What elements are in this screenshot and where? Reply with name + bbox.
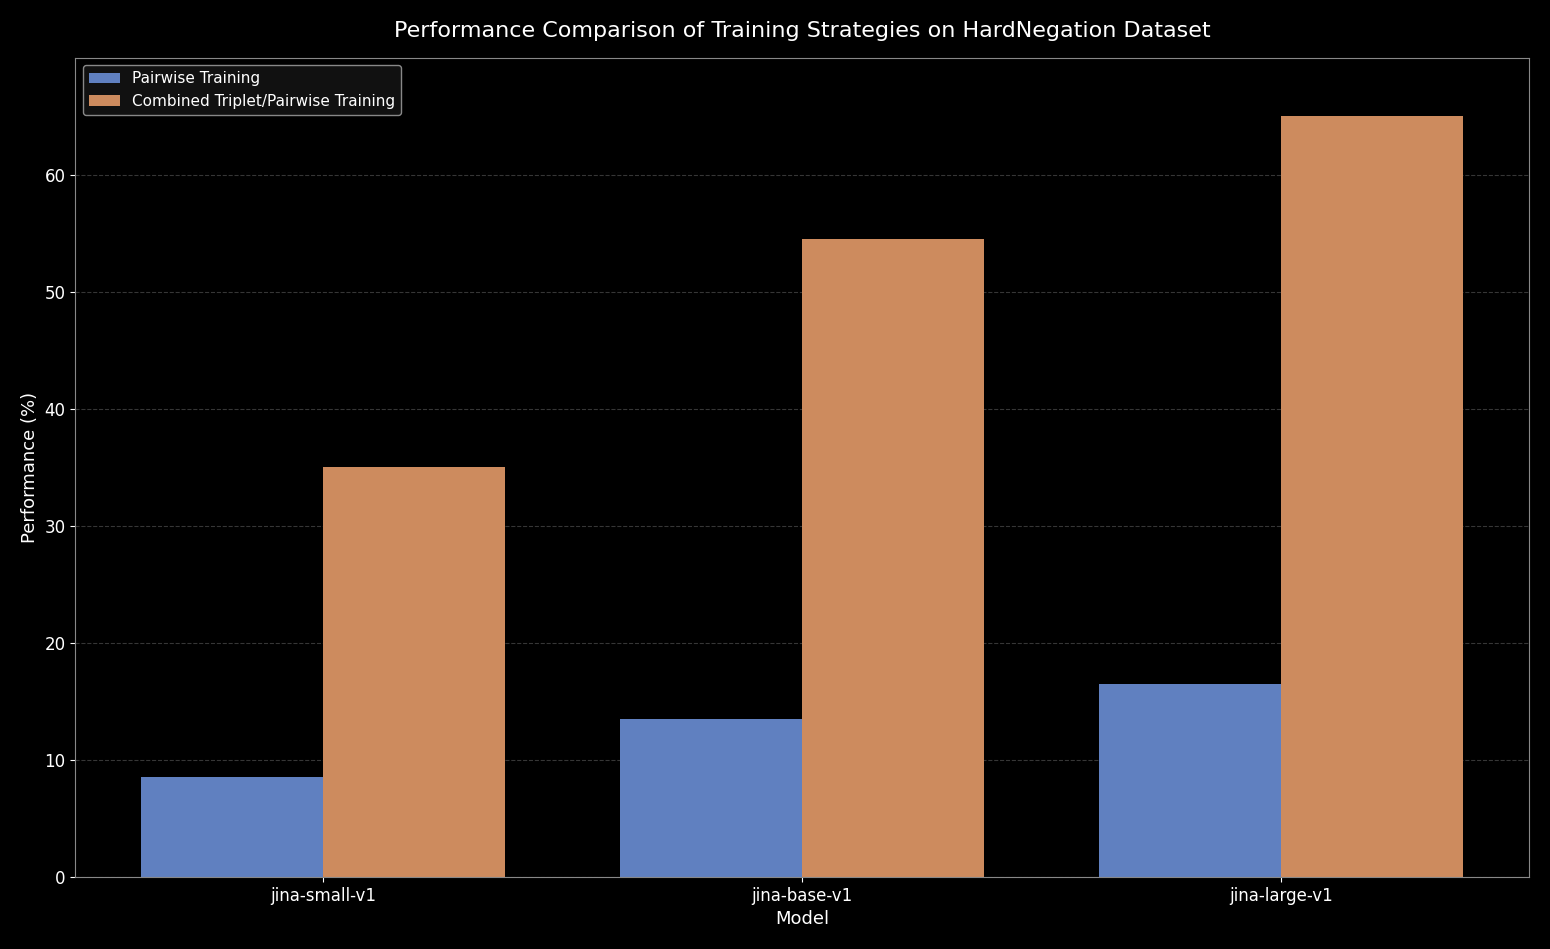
Y-axis label: Performance (%): Performance (%) [20,392,39,543]
Bar [141,777,324,877]
Legend: Pairwise Training, Combined Triplet/Pairwise Training: Pairwise Training, Combined Triplet/Pair… [82,65,401,115]
Bar [803,239,984,877]
Bar [1282,116,1463,877]
Bar [324,467,505,877]
Bar [620,719,803,877]
Bar [1099,684,1282,877]
X-axis label: Model: Model [775,910,829,928]
Title: Performance Comparison of Training Strategies on HardNegation Dataset: Performance Comparison of Training Strat… [394,21,1211,41]
